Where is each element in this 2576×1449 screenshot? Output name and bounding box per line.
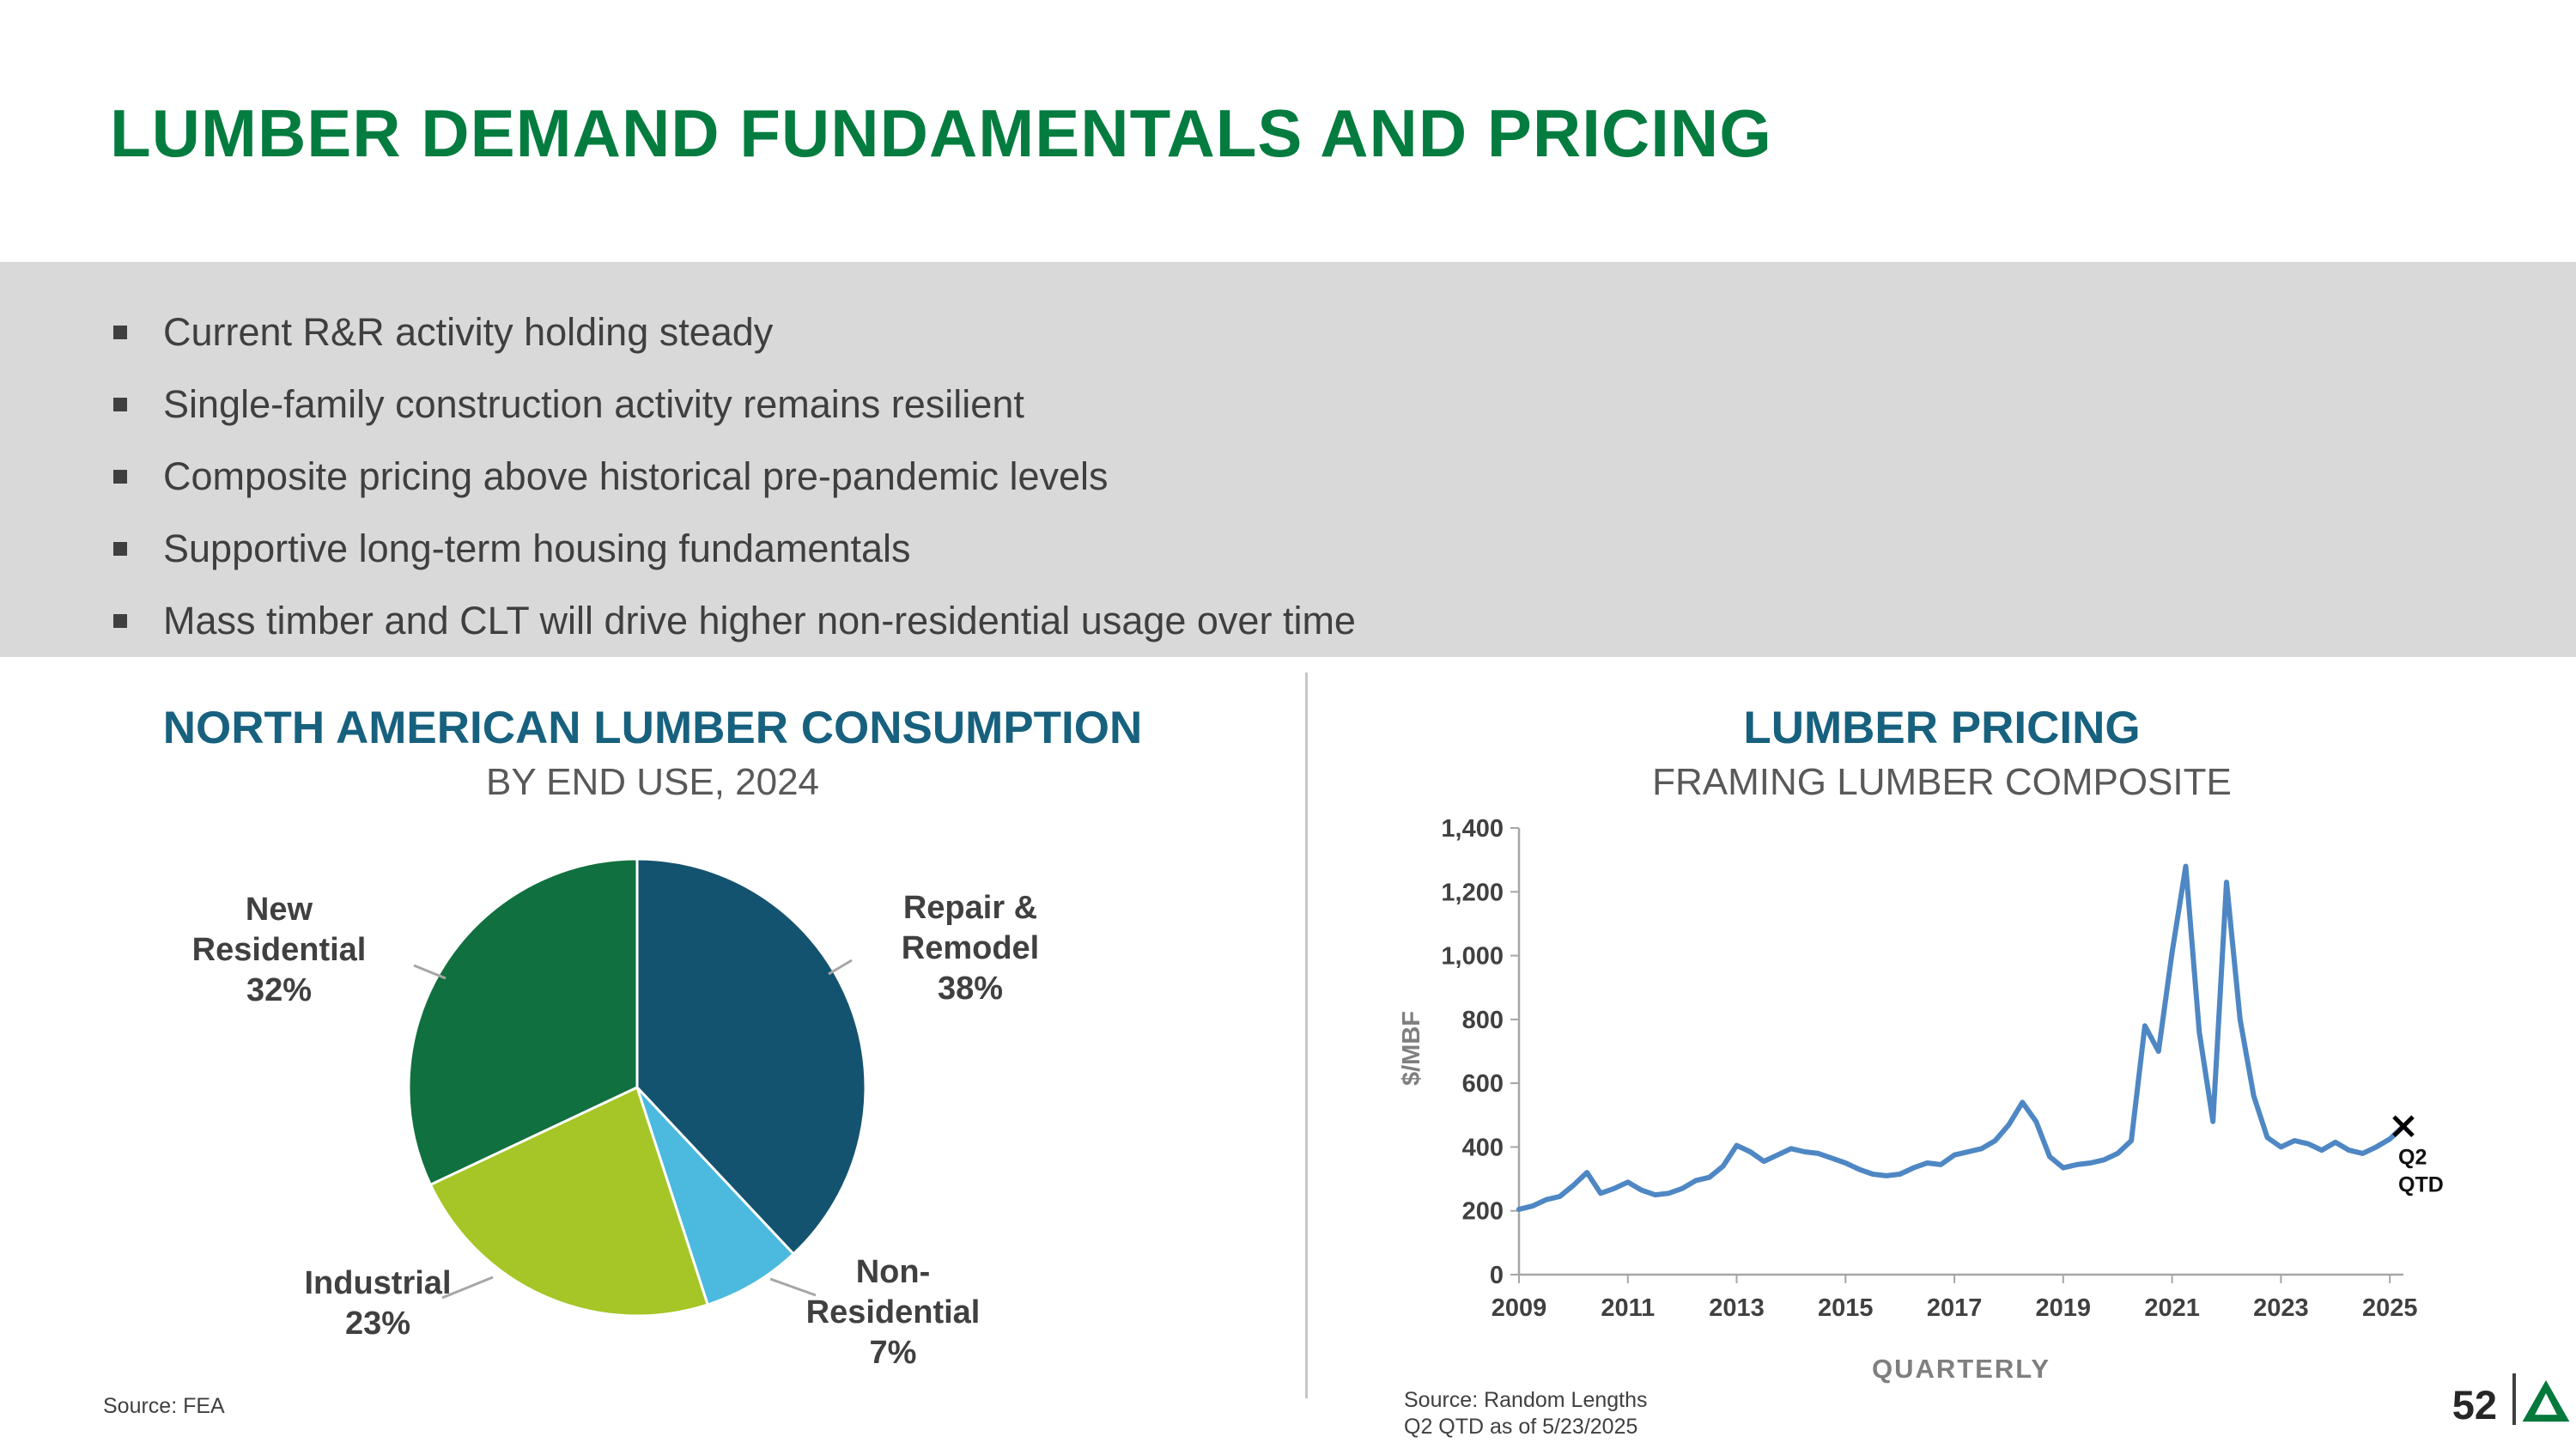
- bullet-text: Supportive long-term housing fundamental…: [163, 527, 911, 570]
- pie-label-line: Industrial: [304, 1265, 452, 1301]
- line-chart-area: $/MBF 0 200 400 600 800 1,000 1,200 1,400 2009 20…: [1390, 813, 2548, 1385]
- pie-label-industrial: Industrial 23%: [258, 1263, 498, 1344]
- highlights-panel: Current R&R activity holding steady Sing…: [0, 262, 2576, 657]
- end-marker-label-q2: Q2: [2398, 1145, 2427, 1169]
- pricing-title: LUMBER PRICING: [1743, 703, 2141, 753]
- source-fea: Source: FEA: [103, 1394, 225, 1418]
- pricing-section: LUMBER PRICING FRAMING LUMBER COMPOSITE …: [1308, 657, 2576, 1449]
- pie-label-line: Remodel: [901, 930, 1040, 966]
- pie-label-value: 23%: [344, 1306, 411, 1342]
- pricing-subtitle: FRAMING LUMBER COMPOSITE: [1652, 761, 2232, 803]
- bullet-item: Current R&R activity holding steady: [113, 296, 2576, 368]
- price-line: [1516, 863, 2406, 1212]
- bullet-marker-icon: [113, 398, 127, 411]
- x-tick-label: 2019: [2036, 1294, 2092, 1322]
- y-tick-label: 600: [1462, 1070, 1504, 1098]
- company-logo: [2521, 1373, 2571, 1428]
- pie-slice-non-residential: [635, 1086, 796, 1306]
- y-tick-label: 1,400: [1441, 815, 1504, 843]
- consumption-section: NORTH AMERICAN LUMBER CONSUMPTION BY END…: [0, 657, 1305, 1449]
- column-divider: [1305, 673, 1308, 1398]
- logo-triangle-icon: [2522, 1379, 2570, 1422]
- source-line-1: Source: Random Lengths: [1404, 1388, 1648, 1412]
- x-tick-label: 2013: [1709, 1294, 1765, 1322]
- y-tick-label: 1,000: [1441, 943, 1504, 971]
- x-tick-label: 2021: [2144, 1294, 2200, 1322]
- bullet-item: Mass timber and CLT will drive higher no…: [113, 585, 2576, 657]
- bullet-item: Composite pricing above historical pre-p…: [113, 441, 2576, 513]
- bullet-text: Current R&R activity holding steady: [163, 310, 774, 354]
- consumption-subtitle: BY END USE, 2024: [485, 761, 820, 803]
- y-tick-label: 800: [1462, 1007, 1504, 1034]
- consumption-title: NORTH AMERICAN LUMBER CONSUMPTION: [162, 703, 1143, 753]
- footer-divider: [2512, 1373, 2516, 1425]
- bullet-marker-icon: [113, 614, 127, 628]
- pie-label-new-residential: New Residential 32%: [146, 890, 412, 1011]
- x-axis-title: QUARTERLY: [1871, 1354, 2051, 1384]
- slide-title: LUMBER DEMAND FUNDAMENTALS AND PRICING: [110, 95, 1772, 171]
- pie-label-non-residential: Non- Residential 7%: [764, 1252, 1022, 1373]
- pie-chart-area: New Residential 32% Repair & Remodel 38%…: [0, 804, 1305, 1405]
- bullet-marker-icon: [113, 542, 127, 556]
- y-axis-title: $/MBF: [1398, 1011, 1425, 1086]
- line-chart: 0 200 400 600 800 1,000 1,200 1,400 2009 2011 2013…: [1441, 815, 2444, 1322]
- pie-label-line: New: [245, 892, 313, 928]
- pie-chart: [407, 857, 867, 1318]
- y-tick-label: 200: [1462, 1198, 1504, 1226]
- y-tick-label: 1,200: [1441, 879, 1504, 906]
- end-marker-label-qtd: QTD: [2398, 1172, 2444, 1196]
- pie-label-repair-remodel: Repair & Remodel 38%: [850, 888, 1091, 1009]
- y-tick-label: 400: [1462, 1134, 1504, 1161]
- bullet-marker-icon: [113, 326, 127, 339]
- highlights-list: Current R&R activity holding steady Sing…: [0, 262, 2576, 657]
- x-tick-label: 2015: [1818, 1294, 1874, 1322]
- source-random-lengths: Source: Random Lengths Q2 QTD as of 5/23…: [1404, 1387, 1648, 1440]
- bullet-text: Single-family construction activity rema…: [163, 382, 1024, 426]
- pie-label-line: Non-: [855, 1254, 931, 1290]
- end-marker-icon: [2392, 1115, 2415, 1138]
- x-tick-label: 2009: [1492, 1294, 1547, 1322]
- source-line-2: Q2 QTD as of 5/23/2025: [1404, 1415, 1638, 1439]
- pie-slice-repair-remodel: [635, 857, 867, 1257]
- y-tick-label: 0: [1490, 1262, 1504, 1289]
- bullet-marker-icon: [113, 470, 127, 484]
- pie-label-line: Repair &: [902, 890, 1038, 926]
- pie-slice-industrial: [428, 1085, 710, 1318]
- x-tick-label: 2023: [2253, 1294, 2309, 1322]
- pie-label-line: Residential: [191, 932, 367, 968]
- bullet-text: Mass timber and CLT will drive higher no…: [163, 599, 1356, 642]
- x-tick-label: 2017: [1927, 1294, 1983, 1322]
- pie-label-value: 38%: [937, 971, 1004, 1007]
- charts-section: NORTH AMERICAN LUMBER CONSUMPTION BY END…: [0, 657, 2576, 1449]
- x-tick-label: 2011: [1601, 1294, 1655, 1322]
- pie-label-line: Residential: [805, 1294, 981, 1330]
- pie-label-value: 32%: [246, 972, 313, 1008]
- bullet-text: Composite pricing above historical pre-p…: [163, 454, 1109, 498]
- bullet-item: Supportive long-term housing fundamental…: [113, 513, 2576, 585]
- page-number: 52: [2451, 1382, 2497, 1428]
- pie-label-value: 7%: [869, 1335, 917, 1371]
- bullet-item: Single-family construction activity rema…: [113, 368, 2576, 441]
- x-tick-label: 2025: [2362, 1294, 2418, 1322]
